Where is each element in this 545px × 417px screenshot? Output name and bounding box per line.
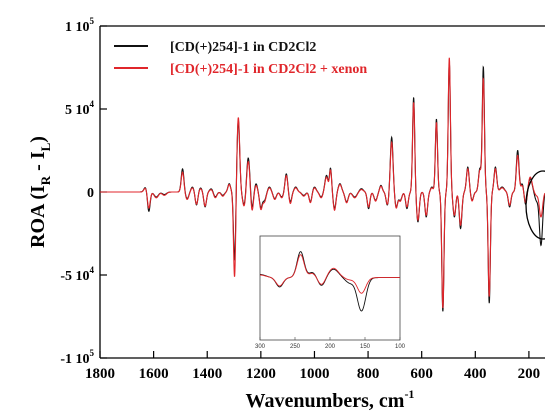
y-tick-mantissa: 5 10 [65, 103, 90, 118]
x-tick-label: 1000 [299, 366, 329, 382]
y-tick-exponent: 4 [90, 265, 95, 275]
y-axis-title-mid: - I [27, 151, 49, 176]
y-tick-label: 0 [87, 186, 94, 201]
y-tick-exponent: 5 [90, 348, 95, 358]
y-axis-title-close: ) [27, 136, 49, 143]
y-axis-title-sub-r: R [38, 175, 53, 185]
y-tick-label: -5 104 [60, 265, 94, 284]
y-tick-label: -1 105 [60, 348, 94, 367]
inset-tick-label: 300 [255, 344, 266, 350]
y-tick-mantissa: 0 [87, 186, 94, 201]
x-tick-label: 600 [410, 366, 433, 382]
y-tick-mantissa: 1 10 [65, 20, 90, 35]
y-axis-title: ROA (IR - IL) [27, 136, 53, 248]
x-tick-label: 1200 [246, 366, 276, 382]
x-axis-ticks: 1800 1600 1400 1200 1000 800 600 400 200 [85, 351, 540, 382]
y-tick-label: 5 104 [65, 99, 95, 118]
inset-x-ticks: 300 250 200 150 100 [255, 337, 406, 350]
inset-plot: 300 250 200 150 100 [255, 235, 406, 350]
highlight-ellipse [525, 170, 545, 240]
inset-tick-label: 250 [290, 344, 301, 350]
x-tick-label: 1400 [192, 366, 222, 382]
x-tick-label: 200 [518, 366, 541, 382]
x-tick-label: 1800 [85, 366, 115, 382]
y-axis-title-main: ROA (I [27, 185, 49, 248]
inset-tick-label: 150 [360, 344, 371, 350]
inset-tick-label: 100 [395, 344, 406, 350]
inset-frame [259, 235, 401, 341]
y-tick-exponent: 4 [90, 99, 95, 109]
y-tick-label: 1 105 [65, 16, 95, 35]
y-axis-title-sub-l: L [38, 142, 53, 151]
x-tick-label: 400 [464, 366, 487, 382]
legend-label-cd2cl2-xenon: [CD(+)254]-1 in CD2Cl2 + xenon [170, 62, 367, 77]
x-tick-label: 1600 [139, 366, 169, 382]
y-tick-mantissa: -1 10 [60, 352, 89, 367]
series-layer [100, 57, 545, 312]
x-axis-title-main: Wavenumbers, cm [246, 390, 405, 412]
x-tick-label: 800 [357, 366, 380, 382]
series-line-cd2cl2-xenon [100, 57, 545, 309]
x-axis-title-sup: -1 [404, 387, 414, 401]
inset-line-cd2cl2-xenon [260, 254, 400, 294]
x-axis-title: Wavenumbers, cm-1 [246, 387, 415, 412]
inset-tick-label: 200 [325, 344, 336, 350]
y-tick-exponent: 5 [90, 16, 95, 26]
y-tick-mantissa: -5 10 [60, 269, 89, 284]
legend: [CD(+)254]-1 in CD2Cl2 [CD(+)254]-1 in C… [114, 40, 367, 77]
legend-label-cd2cl2: [CD(+)254]-1 in CD2Cl2 [170, 40, 316, 55]
